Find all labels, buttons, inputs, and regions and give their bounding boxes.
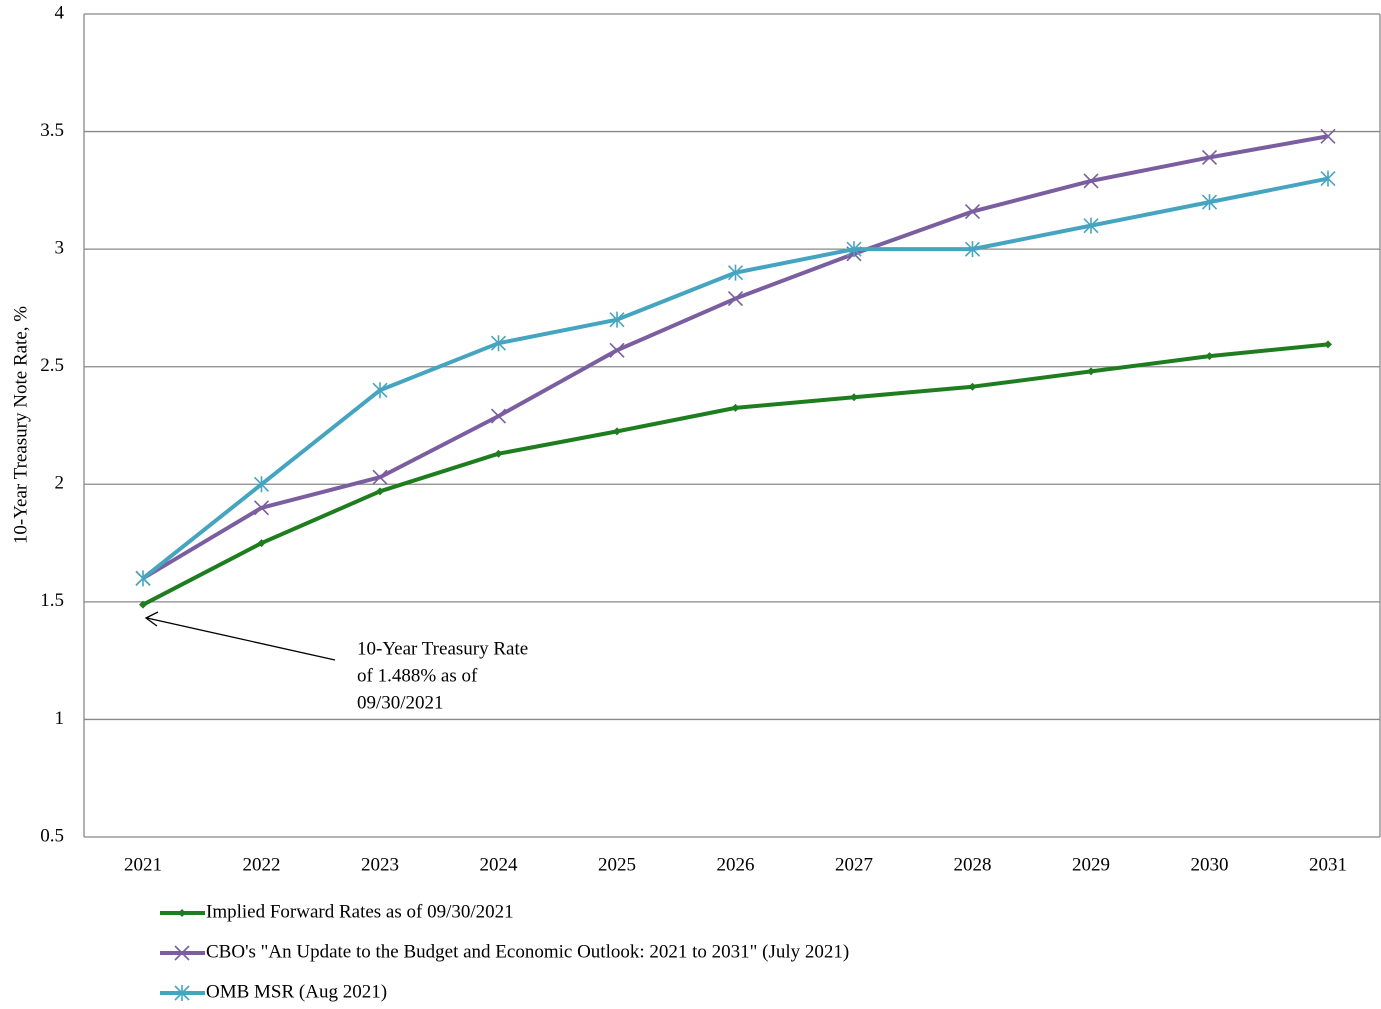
marker bbox=[178, 909, 186, 917]
y-tick-label: 2.5 bbox=[40, 355, 64, 376]
marker bbox=[490, 335, 507, 352]
x-tick-label: 2031 bbox=[1309, 854, 1347, 875]
x-tick-label: 2022 bbox=[243, 854, 281, 875]
marker-shape bbox=[178, 909, 186, 917]
marker bbox=[1087, 367, 1095, 376]
marker bbox=[850, 393, 858, 402]
marker-shape bbox=[609, 311, 625, 328]
marker-shape bbox=[376, 487, 384, 496]
marker-shape bbox=[494, 449, 503, 458]
marker-shape bbox=[1324, 340, 1332, 349]
marker-shape bbox=[174, 985, 190, 1001]
marker-shape bbox=[1320, 128, 1336, 144]
y-tick-label: 3.5 bbox=[40, 120, 64, 141]
annotation-arrowhead bbox=[144, 611, 159, 627]
annotation-arrow bbox=[146, 617, 336, 661]
marker bbox=[372, 469, 388, 485]
marker bbox=[372, 382, 388, 399]
marker-shape bbox=[968, 382, 977, 391]
marker bbox=[1201, 194, 1218, 211]
y-tick-label: 4 bbox=[55, 2, 65, 23]
marker bbox=[609, 342, 625, 358]
marker-shape bbox=[490, 335, 507, 352]
marker bbox=[1320, 128, 1336, 144]
legend-label: OMB MSR (Aug 2021) bbox=[206, 981, 387, 1002]
marker bbox=[964, 203, 981, 220]
marker bbox=[609, 311, 625, 328]
marker bbox=[253, 476, 270, 493]
x-tick-label: 2024 bbox=[480, 854, 519, 875]
x-tick-label: 2029 bbox=[1072, 854, 1110, 875]
marker bbox=[1320, 170, 1336, 187]
marker bbox=[613, 427, 621, 436]
marker-shape bbox=[253, 476, 270, 493]
y-tick-label: 2 bbox=[55, 473, 65, 494]
x-tick-label: 2021 bbox=[124, 854, 162, 875]
marker-shape bbox=[727, 290, 744, 307]
x-tick-label: 2025 bbox=[598, 854, 636, 875]
marker-shape bbox=[964, 203, 981, 220]
marker-shape bbox=[257, 539, 266, 548]
marker bbox=[376, 487, 384, 496]
annotation: 10-Year Treasury Rate bbox=[357, 638, 528, 659]
x-tick-label: 2027 bbox=[835, 854, 873, 875]
series-line bbox=[142, 342, 1329, 607]
marker-shape bbox=[1201, 149, 1218, 166]
x-tick-label: 2028 bbox=[954, 854, 992, 875]
marker-shape bbox=[253, 500, 270, 516]
marker bbox=[135, 570, 151, 587]
marker bbox=[731, 403, 740, 412]
marker-shape bbox=[731, 403, 740, 412]
marker bbox=[1201, 149, 1218, 166]
marker bbox=[174, 985, 190, 1001]
y-tick-label: 3 bbox=[55, 238, 65, 259]
annotation: 09/30/2021 bbox=[357, 692, 444, 713]
marker-shape bbox=[1205, 352, 1214, 361]
annotation: of 1.488% as of bbox=[357, 665, 478, 686]
marker-shape bbox=[174, 945, 190, 961]
marker-shape bbox=[490, 408, 507, 424]
marker bbox=[253, 500, 270, 516]
marker bbox=[139, 600, 147, 609]
marker-shape bbox=[1320, 170, 1336, 187]
marker bbox=[727, 264, 744, 281]
marker bbox=[1324, 340, 1332, 349]
marker-shape bbox=[135, 570, 151, 587]
legend-label: Implied Forward Rates as of 09/30/2021 bbox=[206, 901, 514, 922]
marker bbox=[1205, 352, 1214, 361]
marker bbox=[1083, 217, 1099, 234]
marker bbox=[727, 290, 744, 307]
marker-shape bbox=[850, 393, 858, 402]
x-tick-label: 2026 bbox=[717, 854, 755, 875]
y-tick-label: 1.5 bbox=[40, 590, 64, 611]
marker bbox=[174, 945, 190, 961]
x-tick-label: 2023 bbox=[361, 854, 399, 875]
marker-shape bbox=[1087, 367, 1095, 376]
marker-shape bbox=[372, 382, 388, 399]
marker bbox=[1083, 173, 1099, 189]
y-tick-label: 1 bbox=[55, 708, 65, 729]
marker bbox=[494, 449, 503, 458]
marker bbox=[968, 382, 977, 391]
y-tick-label: 0.5 bbox=[40, 825, 64, 846]
marker-shape bbox=[372, 469, 388, 485]
marker bbox=[490, 408, 507, 424]
marker-shape bbox=[846, 241, 862, 258]
x-tick-label: 2030 bbox=[1191, 854, 1229, 875]
marker bbox=[846, 241, 862, 258]
marker-shape bbox=[609, 342, 625, 358]
series-line bbox=[141, 134, 1329, 581]
marker-shape bbox=[613, 427, 621, 436]
marker-shape bbox=[727, 264, 744, 281]
marker-shape bbox=[1201, 194, 1218, 211]
legend-label: CBO's "An Update to the Budget and Econo… bbox=[206, 941, 849, 962]
marker-shape bbox=[1083, 217, 1099, 234]
marker bbox=[964, 241, 981, 258]
marker-shape bbox=[964, 241, 981, 258]
marker-shape bbox=[1083, 173, 1099, 189]
y-axis-label: 10-Year Treasury Note Rate, % bbox=[10, 306, 31, 544]
marker-shape bbox=[139, 600, 147, 609]
marker bbox=[257, 539, 266, 548]
